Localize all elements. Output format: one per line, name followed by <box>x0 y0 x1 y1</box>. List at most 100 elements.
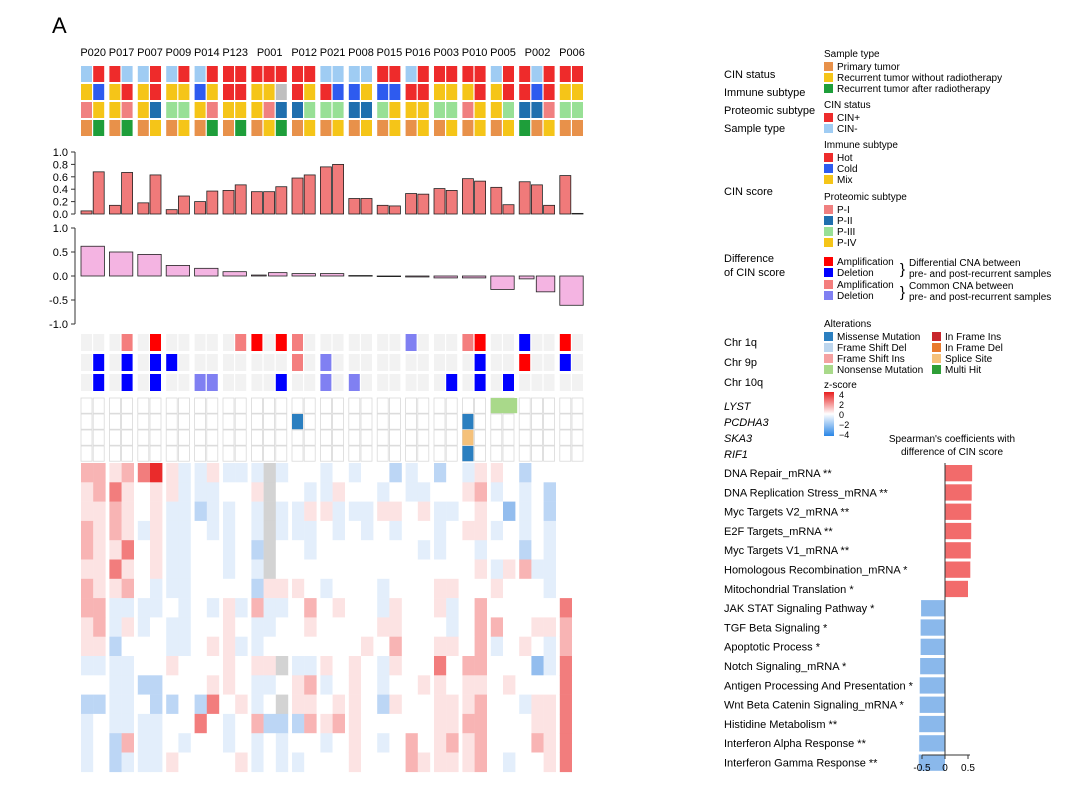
heatmap-cell <box>417 559 431 580</box>
heatmap-cell <box>572 463 585 483</box>
heatmap-cell <box>320 598 333 618</box>
heatmap-cell <box>93 520 106 541</box>
heatmap-cell <box>166 501 179 522</box>
heatmap-cell <box>389 675 402 695</box>
cna-cell <box>434 354 445 371</box>
annotation-cell-sample_type <box>81 120 92 136</box>
heatmap-cell <box>251 617 264 637</box>
heatmap-cell <box>166 713 179 734</box>
annotation-cell-cin_status <box>235 66 247 82</box>
heatmap-cell <box>462 752 475 773</box>
heatmap-cell <box>235 482 248 502</box>
heatmap-cell <box>519 752 532 773</box>
heatmap-cell <box>490 540 504 560</box>
cna-cell <box>178 354 190 371</box>
annotation-cell-sample_type <box>361 120 372 136</box>
cin-score-bar <box>332 163 345 215</box>
heatmap-cell <box>251 540 264 560</box>
heatmap-cell <box>206 675 220 695</box>
mutation-cell <box>250 397 263 414</box>
heatmap-cell <box>178 733 191 753</box>
legend-proteomic-label: P-III <box>837 227 855 238</box>
legend-sample-type-label: Primary tumor <box>837 62 900 73</box>
mutation-cell <box>376 397 389 414</box>
annotation-cell-immune <box>166 84 178 100</box>
legend-cna-swatch <box>824 291 833 300</box>
heatmap-cell <box>81 578 94 599</box>
heatmap-cell <box>320 559 333 580</box>
cna-cell <box>320 374 332 391</box>
heatmap-cell <box>235 598 248 618</box>
heatmap-cell <box>137 482 151 502</box>
heatmap-cell <box>348 501 362 522</box>
spearman-bar <box>945 522 972 540</box>
heatmap-cell <box>109 656 122 676</box>
heatmap-cell <box>572 713 585 734</box>
mutation-cell <box>194 445 207 462</box>
heatmap-cell <box>377 675 390 695</box>
annotation-cell-proteomic <box>377 102 389 118</box>
legend-cna-label: Amplification <box>837 280 894 291</box>
annotation-cell-proteomic <box>109 102 121 118</box>
heatmap-cell <box>503 694 516 715</box>
heatmap-cell <box>320 617 333 637</box>
heatmap-cell <box>194 713 207 734</box>
cin-score-tick-label: 0.2 <box>53 197 68 209</box>
cin-score-bar <box>194 201 207 215</box>
heatmap-cell <box>150 656 163 676</box>
patient-id-label: P010 <box>462 47 488 59</box>
heatmap-cell <box>389 598 402 618</box>
annotation-cell-proteomic <box>263 102 275 118</box>
heatmap-cell <box>332 501 345 522</box>
heatmap-cell <box>194 578 207 599</box>
heatmap-cell <box>304 501 317 522</box>
annotation-cell-cin_status <box>93 66 105 82</box>
heatmap-cell <box>223 694 236 715</box>
heatmap-cell <box>543 578 556 599</box>
heatmap-cell <box>263 578 276 599</box>
pathway-label: JAK STAT Signaling Pathway * <box>724 603 875 615</box>
heatmap-cell <box>109 463 122 483</box>
annotation-cell-immune <box>417 84 429 100</box>
mutation-cell <box>360 413 373 430</box>
cna-cell <box>405 374 417 391</box>
heatmap-cell <box>543 540 556 560</box>
annotation-cell-sample_type <box>292 120 303 136</box>
heatmap-cell <box>263 598 276 618</box>
annotation-cell-proteomic <box>503 102 514 118</box>
mutation-cell <box>332 429 345 446</box>
heatmap-cell <box>348 617 362 637</box>
heatmap-cell <box>503 501 516 522</box>
mutation-cell <box>559 397 572 414</box>
cin-score-bar <box>376 204 389 215</box>
mutation-cell <box>92 397 105 414</box>
heatmap-cell <box>206 694 220 715</box>
heatmap-cell <box>474 636 487 657</box>
mutation-cell <box>376 445 389 462</box>
diff-bar <box>80 245 105 277</box>
heatmap-cell <box>503 520 516 541</box>
annotation-cell-proteomic <box>490 102 502 118</box>
spearman-bar <box>945 465 973 482</box>
mutation-cell <box>417 445 430 462</box>
spearman-bar <box>945 580 968 598</box>
cin-score-bar <box>531 184 543 215</box>
mutation-cell <box>275 413 288 430</box>
annotation-cell-proteomic <box>405 102 417 118</box>
heatmap-cell <box>332 540 345 560</box>
heatmap-cell <box>304 713 317 734</box>
heatmap-cell <box>121 520 134 541</box>
heatmap-cell <box>320 501 333 522</box>
heatmap-cell <box>474 520 487 541</box>
diff-bar <box>319 273 345 277</box>
heatmap-cell <box>474 752 487 773</box>
heatmap-cell <box>405 617 418 637</box>
heatmap-cell <box>81 520 94 541</box>
mutation-cell <box>405 413 418 430</box>
mutation-cell <box>319 429 332 446</box>
heatmap-cell <box>572 482 585 502</box>
annotation-cell-sample_type <box>332 120 344 136</box>
cna-cell <box>235 334 247 351</box>
cin-score-bar <box>405 193 418 215</box>
heatmap-cell <box>572 733 585 753</box>
